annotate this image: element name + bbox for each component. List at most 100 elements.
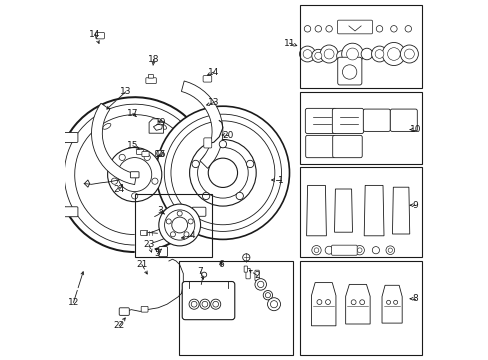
FancyBboxPatch shape [254, 270, 259, 281]
Circle shape [386, 300, 390, 304]
Circle shape [219, 140, 226, 148]
Polygon shape [381, 285, 401, 323]
Text: 20: 20 [222, 131, 234, 140]
Circle shape [270, 301, 277, 308]
Polygon shape [345, 284, 369, 324]
Text: 14: 14 [89, 30, 101, 39]
Circle shape [374, 50, 383, 58]
Text: 23: 23 [143, 240, 155, 249]
Circle shape [189, 299, 199, 309]
FancyBboxPatch shape [119, 308, 129, 315]
Circle shape [107, 148, 162, 202]
Polygon shape [364, 185, 383, 236]
FancyBboxPatch shape [331, 245, 356, 255]
Bar [134, 194, 212, 257]
FancyBboxPatch shape [203, 76, 211, 82]
Circle shape [375, 26, 382, 32]
FancyBboxPatch shape [130, 172, 139, 178]
Circle shape [385, 246, 394, 255]
Circle shape [311, 246, 321, 255]
Circle shape [325, 26, 332, 32]
FancyBboxPatch shape [332, 135, 362, 158]
Circle shape [382, 42, 405, 66]
FancyBboxPatch shape [337, 20, 372, 34]
Circle shape [314, 52, 321, 59]
Text: 19: 19 [155, 118, 166, 127]
Circle shape [119, 154, 125, 161]
Polygon shape [392, 187, 409, 234]
Circle shape [341, 43, 363, 65]
Bar [300, 92, 421, 164]
Text: 14: 14 [208, 68, 219, 77]
Circle shape [144, 154, 150, 161]
Circle shape [257, 281, 264, 288]
Circle shape [183, 232, 188, 237]
Circle shape [192, 160, 199, 168]
Text: 5: 5 [154, 249, 160, 258]
Circle shape [304, 26, 310, 32]
Circle shape [265, 293, 270, 298]
Circle shape [131, 193, 138, 199]
Circle shape [171, 217, 187, 233]
FancyBboxPatch shape [192, 207, 205, 216]
FancyBboxPatch shape [305, 135, 335, 158]
Text: 15: 15 [127, 141, 139, 150]
Circle shape [191, 301, 197, 307]
Circle shape [236, 192, 243, 200]
Circle shape [346, 48, 358, 60]
Text: 9: 9 [412, 201, 418, 210]
Circle shape [404, 49, 413, 59]
Circle shape [371, 46, 386, 62]
Text: 3: 3 [157, 206, 163, 215]
Circle shape [170, 232, 175, 237]
Circle shape [354, 246, 364, 255]
Circle shape [254, 279, 266, 290]
Circle shape [325, 300, 330, 305]
Circle shape [359, 300, 364, 305]
FancyBboxPatch shape [62, 207, 78, 217]
Polygon shape [149, 119, 163, 133]
Ellipse shape [102, 123, 111, 129]
FancyBboxPatch shape [159, 247, 167, 257]
Circle shape [152, 178, 158, 184]
FancyBboxPatch shape [96, 32, 104, 39]
Bar [300, 5, 421, 88]
Circle shape [263, 291, 272, 300]
Circle shape [197, 148, 248, 198]
Text: 24: 24 [113, 185, 124, 194]
FancyBboxPatch shape [141, 306, 148, 312]
Circle shape [118, 158, 151, 192]
Text: 4: 4 [189, 231, 195, 240]
Text: 13: 13 [120, 87, 131, 96]
Circle shape [314, 26, 321, 32]
FancyBboxPatch shape [148, 75, 153, 78]
Bar [179, 261, 292, 355]
Text: 11: 11 [283, 39, 295, 48]
FancyBboxPatch shape [136, 149, 143, 154]
FancyBboxPatch shape [245, 269, 250, 279]
Circle shape [202, 301, 207, 307]
Text: 22: 22 [113, 321, 124, 330]
Circle shape [357, 248, 361, 253]
Circle shape [210, 299, 220, 309]
Circle shape [299, 46, 315, 62]
Circle shape [336, 51, 346, 61]
FancyBboxPatch shape [62, 132, 78, 143]
Bar [300, 261, 421, 355]
Text: 16: 16 [155, 150, 166, 159]
Polygon shape [91, 103, 136, 185]
Circle shape [208, 158, 237, 188]
Text: 8: 8 [412, 294, 418, 303]
Text: 12: 12 [68, 298, 79, 307]
Circle shape [350, 300, 355, 305]
Circle shape [311, 49, 324, 62]
Circle shape [189, 139, 256, 206]
Circle shape [325, 246, 332, 254]
Polygon shape [311, 283, 335, 326]
Text: 13: 13 [208, 98, 219, 107]
Circle shape [320, 45, 337, 63]
FancyBboxPatch shape [203, 138, 211, 148]
Circle shape [200, 299, 209, 309]
Circle shape [156, 150, 162, 156]
Bar [300, 167, 421, 257]
